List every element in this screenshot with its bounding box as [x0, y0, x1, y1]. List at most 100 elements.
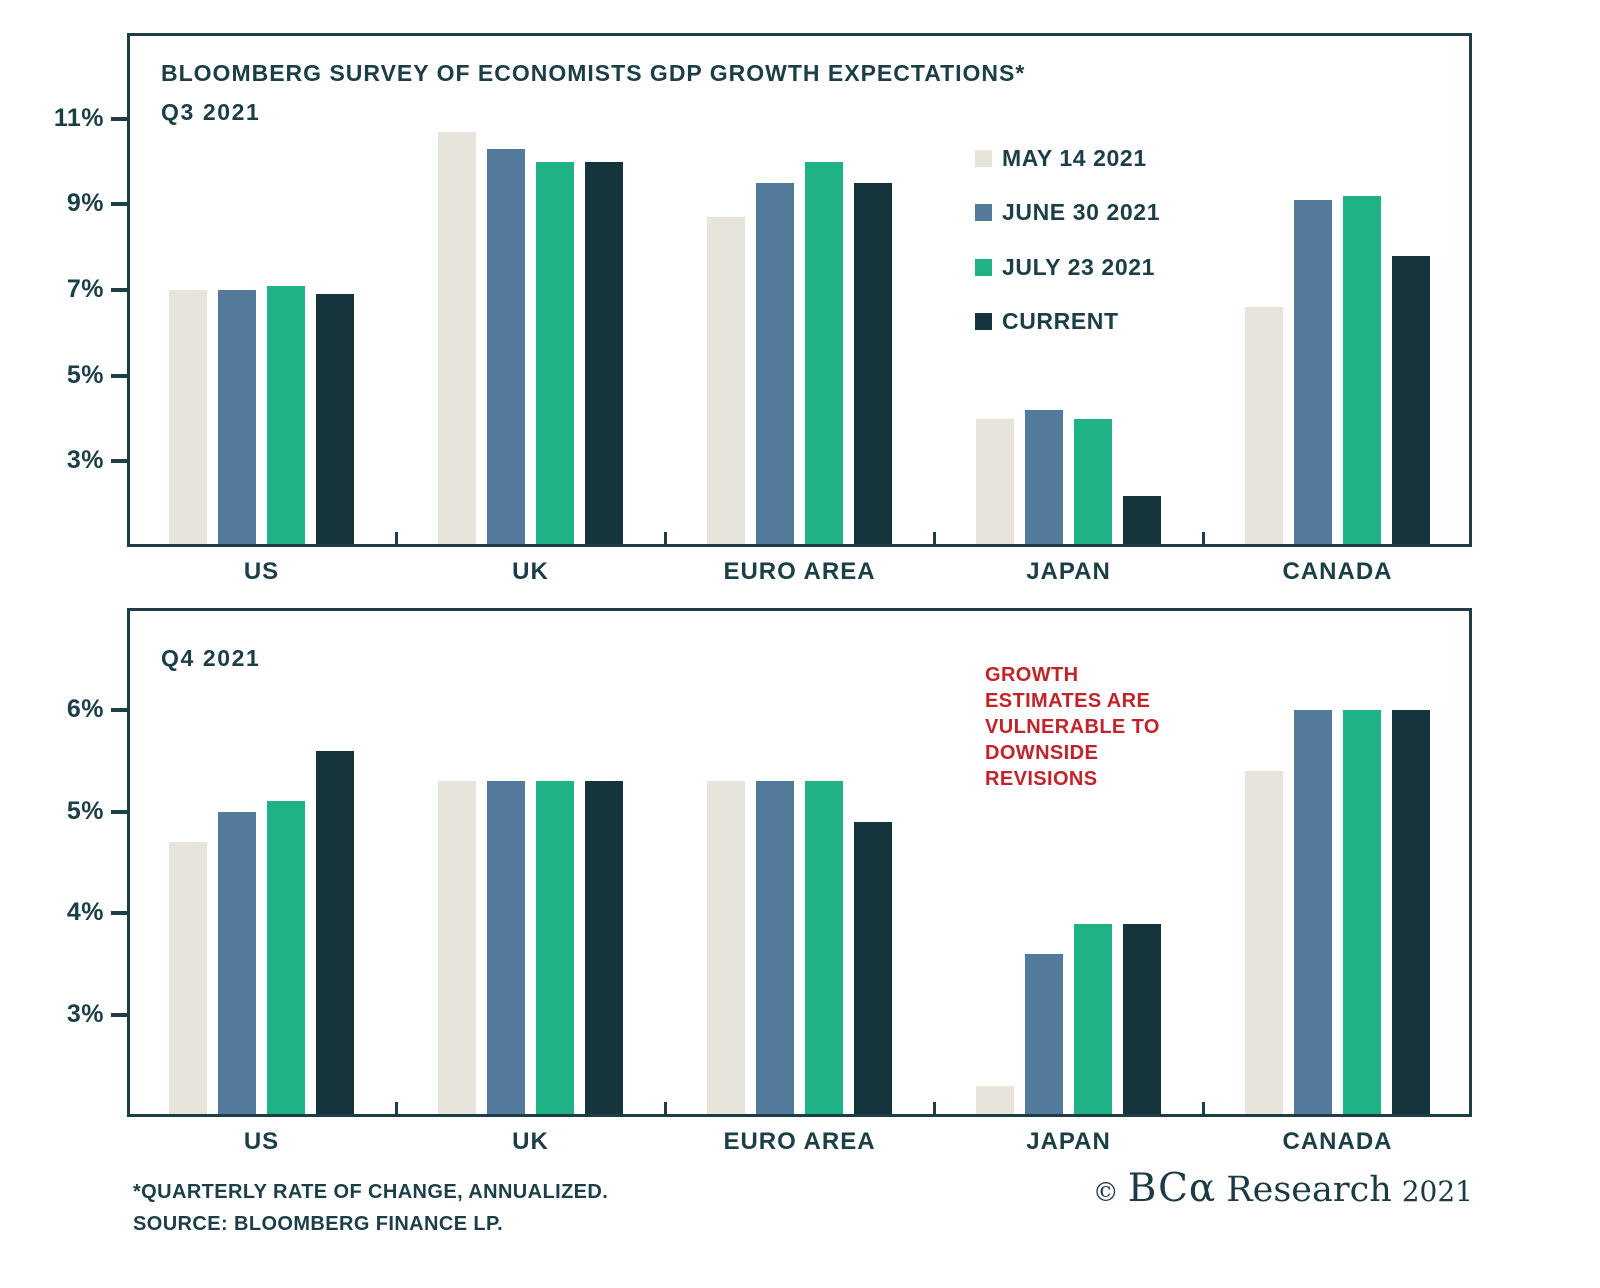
y-axis-tick: [111, 373, 127, 378]
bar-uk-current: [585, 781, 623, 1114]
y-axis-tick-label: 4%: [66, 898, 104, 927]
x-axis-group-tick: [663, 1102, 667, 1117]
category-label: US: [243, 1128, 280, 1155]
logo-brand-text: BCα: [1127, 1166, 1217, 1211]
footnote-line-2: SOURCE: BLOOMBERG FINANCE LP.: [133, 1213, 504, 1235]
bar-uk-may-14-2021: [438, 781, 476, 1114]
legend-swatch: [975, 149, 992, 167]
legend-row: MAY 14 2021: [975, 131, 1160, 186]
bar-uk-july-23-2021: [536, 781, 574, 1114]
x-axis-group-tick: [1201, 532, 1205, 547]
category-label: CANADA: [1282, 1128, 1393, 1155]
q4-panel-label: Q4 2021: [161, 645, 261, 671]
legend-label: MAY 14 2021: [1002, 144, 1147, 171]
bar-euro-area-june-30-2021: [756, 781, 794, 1114]
legend-row: JUNE 30 2021: [975, 186, 1160, 241]
annotation-text: GROWTH ESTIMATES ARE VULNERABLE TO DOWNSIDE…: [985, 662, 1230, 792]
bar-euro-area-july-23-2021: [805, 781, 843, 1114]
category-label: EURO AREA: [723, 558, 876, 585]
category-label: US: [243, 558, 280, 585]
annotation-line: GROWTH: [985, 664, 1079, 686]
bar-japan-may-14-2021: [976, 418, 1014, 544]
category-label: JAPAN: [1026, 1128, 1111, 1155]
legend-label: JULY 23 2021: [1002, 253, 1155, 280]
bar-uk-current: [585, 161, 623, 544]
q3-panel-label: Q3 2021: [161, 99, 261, 125]
x-axis-group-tick: [932, 532, 936, 547]
bar-japan-july-23-2021: [1074, 418, 1112, 544]
annotation-line: ESTIMATES ARE: [985, 690, 1151, 712]
category-label: UK: [512, 558, 549, 585]
y-axis-tick-label: 9%: [66, 189, 104, 218]
bar-japan-june-30-2021: [1025, 409, 1063, 544]
legend-label: JUNE 30 2021: [1002, 199, 1161, 226]
bar-us-june-30-2021: [218, 290, 256, 544]
legend-row: JULY 23 2021: [975, 240, 1160, 295]
bar-canada-july-23-2021: [1343, 709, 1381, 1114]
bar-us-may-14-2021: [169, 842, 207, 1114]
y-axis-tick: [111, 911, 127, 916]
legend-swatch: [975, 204, 992, 222]
y-axis-tick: [111, 809, 127, 814]
annotation-line: DOWNSIDE: [985, 742, 1099, 764]
y-axis-tick: [111, 459, 127, 464]
bar-japan-july-23-2021: [1074, 923, 1112, 1114]
bar-euro-area-current: [854, 182, 892, 544]
y-axis-tick-label: 3%: [66, 446, 104, 475]
bar-japan-june-30-2021: [1025, 954, 1063, 1114]
bar-uk-june-30-2021: [487, 781, 525, 1114]
bar-uk-july-23-2021: [536, 161, 574, 544]
x-axis-group-tick: [663, 532, 667, 547]
bar-us-july-23-2021: [267, 801, 305, 1114]
bar-canada-june-30-2021: [1294, 709, 1332, 1114]
y-axis-tick: [111, 707, 127, 712]
annotation-line: REVISIONS: [985, 768, 1098, 790]
x-axis-group-tick: [932, 1102, 936, 1117]
bar-us-july-23-2021: [267, 285, 305, 544]
legend-swatch: [975, 313, 992, 331]
bar-us-may-14-2021: [169, 290, 207, 544]
bca-research-logo: © BCα Research 2021: [1093, 1166, 1473, 1211]
category-label: EURO AREA: [723, 1128, 876, 1155]
x-axis-group-tick: [394, 532, 398, 547]
bar-uk-june-30-2021: [487, 148, 525, 544]
y-axis-tick-label: 6%: [66, 694, 104, 723]
legend-swatch: [975, 258, 992, 276]
y-axis-tick-label: 11%: [53, 103, 104, 132]
legend: MAY 14 2021 JUNE 30 2021 JULY 23 2021 CURRE…: [975, 131, 1160, 349]
category-label: JAPAN: [1026, 558, 1111, 585]
bar-euro-area-may-14-2021: [707, 781, 745, 1114]
y-axis-tick-label: 3%: [66, 1000, 104, 1029]
bar-us-june-30-2021: [218, 811, 256, 1114]
bar-japan-may-14-2021: [976, 1086, 1014, 1114]
annotation-line: VULNERABLE TO: [985, 716, 1160, 738]
bar-canada-june-30-2021: [1294, 200, 1332, 544]
x-axis-group-tick: [1201, 1102, 1205, 1117]
bar-uk-may-14-2021: [438, 131, 476, 544]
legend-row: CURRENT: [975, 295, 1160, 350]
x-axis-group-tick: [394, 1102, 398, 1117]
y-axis-tick: [111, 1013, 127, 1018]
bar-euro-area-june-30-2021: [756, 182, 794, 544]
logo-year: 2021: [1401, 1175, 1473, 1208]
footnote-line-1: *QUARTERLY RATE OF CHANGE, ANNUALIZED.: [133, 1181, 609, 1203]
copyright-symbol: ©: [1092, 1178, 1119, 1208]
bar-canada-july-23-2021: [1343, 195, 1381, 544]
category-label: UK: [512, 1128, 549, 1155]
legend-label: CURRENT: [1002, 308, 1119, 335]
y-axis-tick-label: 5%: [66, 360, 104, 389]
category-label: CANADA: [1282, 558, 1393, 585]
bar-canada-current: [1392, 255, 1430, 544]
bar-japan-current: [1123, 923, 1161, 1114]
bar-us-current: [316, 750, 354, 1114]
y-axis-tick-label: 7%: [66, 275, 104, 303]
bar-us-current: [316, 294, 354, 544]
y-axis-tick: [111, 288, 127, 292]
bar-euro-area-current: [854, 821, 892, 1114]
y-axis-tick: [111, 202, 127, 207]
y-axis-tick: [111, 116, 127, 121]
bar-canada-may-14-2021: [1245, 307, 1283, 544]
logo-suffix-text: Research: [1226, 1170, 1392, 1210]
bar-japan-current: [1123, 495, 1161, 544]
